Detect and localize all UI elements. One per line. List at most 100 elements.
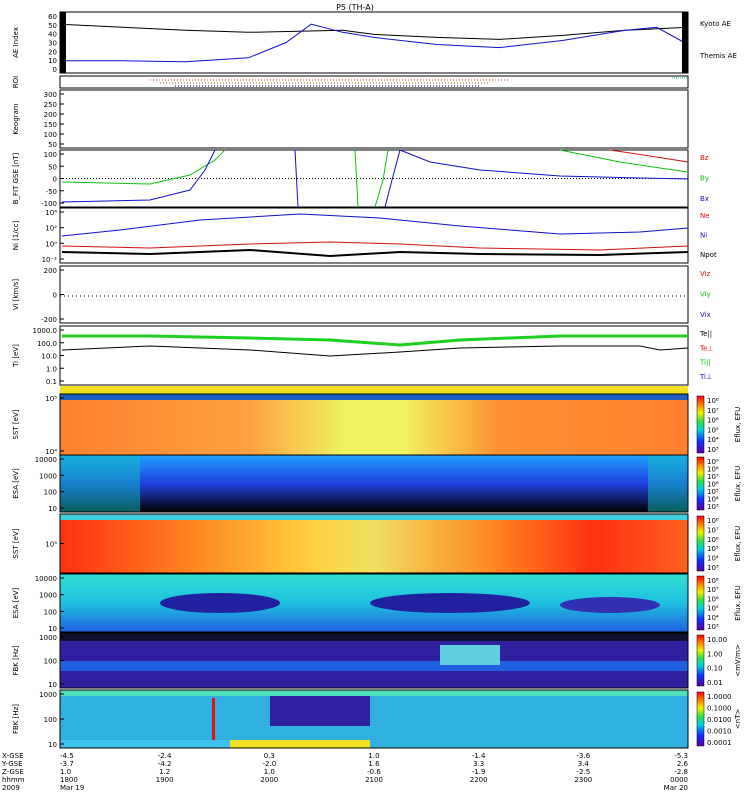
tick-label: -200 [41, 316, 57, 324]
colorbar [696, 456, 705, 511]
tick-label: 0 [53, 292, 57, 300]
time-tick-label: 1.0 [264, 768, 275, 776]
colorbar-label: Eflux, EFU [734, 466, 742, 501]
tick-label: 1000.0 [33, 327, 58, 335]
colorbar-tick: 10⁶ [707, 481, 719, 489]
colorbar-tick: 10⁸ [707, 466, 719, 474]
legend-entry: Bx [700, 195, 709, 203]
colorbar-tick: 0.10 [707, 665, 723, 673]
time-tick-label: -5.3 [674, 752, 688, 760]
axis-label: FBK [Hz] [12, 704, 20, 734]
tick-label: 100 [44, 716, 57, 724]
legend-entry: Ti⊥ [699, 373, 712, 381]
colorbar-tick: 10⁸ [707, 517, 719, 525]
colorbar-tick: 0.01 [707, 679, 723, 687]
tick-label: 10⁵ [45, 395, 57, 403]
axis-label: AE Index [12, 27, 20, 58]
time-tick-label: 0.3 [264, 752, 275, 760]
spectrogram-band [648, 455, 688, 512]
spectrogram-band [230, 740, 370, 748]
axis-label: SST [eV] [12, 528, 20, 558]
tick-label: 10² [45, 225, 57, 233]
legend-entry: Npot [700, 251, 717, 259]
time-axis-row-label: Z-GSE [2, 768, 24, 776]
tick-label: 0.1 [46, 378, 57, 386]
tick-label: 60 [48, 13, 57, 21]
tick-label: 1000 [39, 592, 57, 600]
time-tick-label: -4.5 [60, 752, 74, 760]
spectrogram-blob [160, 593, 280, 613]
time-axis: X-GSEY-GSEZ-GSEhhmm2009-4.5-3.71.01800Ma… [1, 752, 689, 792]
time-tick-label: -2.4 [158, 752, 172, 760]
tick-label: 10 [48, 681, 57, 689]
panel-frame [59, 75, 689, 89]
tick-label: -100 [41, 200, 57, 208]
colorbar-tick: 10⁵ [707, 426, 719, 434]
tick-label: 30 [48, 40, 57, 48]
tick-label: 300 [44, 91, 57, 99]
panel-frame [59, 11, 689, 74]
tick-label: 100 [44, 658, 57, 666]
colorbar-tick: 10⁷ [707, 526, 719, 534]
colorbar-tick: 10⁴ [707, 496, 719, 504]
colorbar-tick: 0.1000 [707, 705, 732, 713]
colorbar-tick: 10³ [707, 503, 719, 511]
time-tick-label: 1.0 [368, 752, 379, 760]
time-axis-row-label: 2009 [2, 784, 20, 792]
tick-label: 10 [48, 505, 57, 513]
tick-label: 1000 [39, 691, 57, 699]
spectrogram-band [60, 455, 140, 512]
colorbar-label: <nT> [734, 709, 742, 730]
colorbar-tick: 10⁶ [707, 595, 719, 603]
spectrogram-blob [370, 593, 530, 613]
time-tick-label: 1.0 [60, 768, 71, 776]
series-line [59, 23, 689, 40]
tick-label: 50 [48, 141, 57, 149]
axis-label: Keogram [12, 103, 20, 134]
tick-label: 40 [48, 31, 57, 39]
tick-label: 0 [53, 66, 57, 74]
colorbar-tick: 10⁷ [707, 586, 719, 594]
spectrogram [60, 514, 688, 573]
axis-label: SST [eV] [12, 409, 20, 439]
axis-label: ESA [eV] [12, 587, 20, 618]
colorbar-tick: 10⁷ [707, 407, 719, 415]
tick-label: 100.0 [37, 340, 57, 348]
colorbar-label: Eflux, EFU [734, 407, 742, 442]
tick-label: 50 [48, 163, 57, 171]
colorbar-tick: 1.00 [707, 650, 723, 658]
time-tick-label: 2000 [260, 776, 278, 784]
colorbar-tick: 10⁶ [707, 417, 719, 425]
colorbar [696, 691, 705, 747]
time-tick-label: -0.6 [367, 768, 381, 776]
spectrogram-band [60, 690, 688, 696]
legend-entry: Viy [700, 291, 711, 299]
tick-label: 10 [48, 57, 57, 65]
colorbar-label: Eflux, EFU [734, 526, 742, 561]
colorbar-tick: 10⁸ [707, 577, 719, 585]
spectrogram-blob [560, 597, 660, 613]
legend-entry: Ti|| [699, 359, 711, 367]
colorbar-tick: 10⁵ [707, 605, 719, 613]
axis-label: ESA [eV] [12, 468, 20, 499]
time-tick-label: 2200 [470, 776, 488, 784]
tick-label: 200 [44, 267, 57, 275]
series-line [62, 334, 688, 347]
colorbar-tick: 10⁴ [707, 614, 719, 622]
tick-label: 10⁻² [42, 256, 58, 264]
time-tick-label: 3.3 [473, 760, 484, 768]
series-line [61, 241, 689, 251]
colorbar-tick: 0.0001 [707, 739, 732, 747]
time-tick-label: 3.4 [578, 760, 590, 768]
series-line [61, 248, 689, 258]
tick-label: 0 [53, 176, 57, 184]
colorbar-tick: 10.00 [707, 636, 727, 644]
panel-frame [59, 265, 689, 324]
series-line [61, 213, 689, 237]
time-axis-row-label: Y-GSE [1, 760, 23, 768]
time-tick-label: 1800 [60, 776, 78, 784]
spectrogram [60, 633, 688, 688]
series-line [354, 149, 359, 208]
axis-label: B_FIT GSE [nT] [12, 152, 20, 204]
legend-entry: By [700, 175, 709, 183]
